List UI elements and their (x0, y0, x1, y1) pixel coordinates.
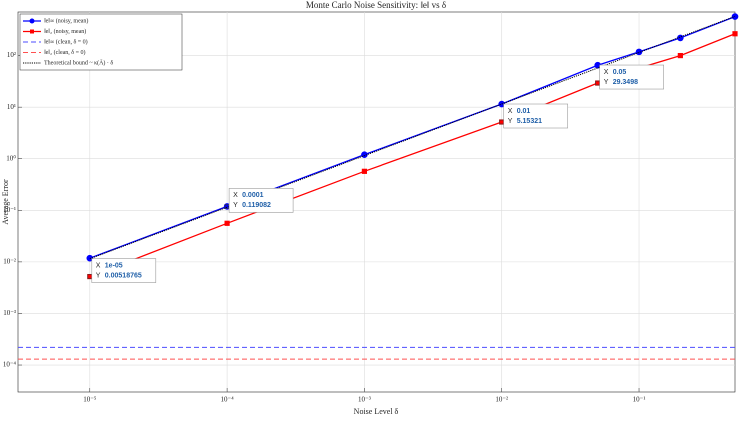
marker (677, 34, 684, 42)
datatip-value: 0.01 (517, 108, 531, 115)
datatip-key: X (96, 262, 101, 269)
y-tick-label: 10² (7, 51, 16, 59)
datatip-key: Y (604, 79, 609, 86)
marker (499, 119, 505, 125)
marker (595, 80, 601, 86)
datatip-value: 0.119082 (242, 202, 271, 209)
datatip: X 0.0001 Y 0.119082 (224, 188, 294, 213)
y-tick-label: 10¹ (7, 103, 16, 111)
y-axis-label: Average Error (1, 179, 10, 225)
marker (361, 168, 368, 174)
legend-box (19, 13, 183, 71)
datatip-box (599, 64, 664, 90)
x-tick-label: 10⁻⁵ (83, 396, 97, 404)
x-tick-label: 10⁻¹ (633, 396, 646, 404)
legend-label: Theoretical bound ~ κ(Ā) · δ (44, 59, 113, 66)
y-tick-label: 10⁻¹ (3, 206, 16, 214)
datatip-key: Y (508, 118, 513, 125)
datatip-value: 0.0001 (242, 192, 264, 199)
datatip-box (91, 258, 157, 283)
legend-label: ‖e‖₂ (clean, δ = 0) (44, 49, 86, 56)
legend-label: ‖e‖∞ (noisy, mean) (44, 17, 88, 24)
datatip: X 0.05 Y 29.3498 (595, 64, 664, 90)
datatip-value: 29.3498 (613, 79, 638, 86)
y-tick-label: 10⁻⁴ (3, 361, 17, 369)
marker (677, 52, 683, 59)
x-tick-label: 10⁻³ (358, 396, 371, 404)
legend-marker (29, 18, 35, 24)
x-axis-label: Noise Level δ (354, 407, 399, 416)
datatip-value: 1e-05 (105, 262, 123, 269)
series-line (89, 33, 736, 278)
marker (86, 254, 94, 262)
marker (223, 203, 231, 210)
y-tick-label: 10⁻³ (3, 309, 16, 317)
datatip-value: 5.15321 (517, 118, 542, 125)
datatip-key: X (508, 108, 513, 115)
chart-title: Monte Carlo Noise Sensitivity: ‖e‖ vs δ (306, 0, 446, 10)
datatip-box (228, 188, 294, 213)
marker (732, 31, 738, 37)
datatip-key: X (233, 192, 238, 199)
datatip-value: 0.05 (613, 69, 627, 76)
x-tick-label: 10⁻⁴ (221, 396, 235, 404)
datatip-key: X (604, 69, 609, 76)
legend-label: ‖e‖∞ (clean, δ = 0) (44, 38, 88, 45)
legend-marker (30, 29, 34, 34)
marker (635, 48, 643, 56)
datatip-key: Y (233, 202, 238, 209)
legend-label: ‖e‖₂ (noisy, mean) (44, 28, 86, 35)
datatip-box (503, 103, 569, 129)
y-tick-label: 10⁰ (6, 154, 16, 162)
y-tick-label: 10⁻² (3, 257, 16, 265)
x-tick-label: 10⁻² (495, 396, 508, 404)
marker (224, 220, 230, 226)
datatip-value: 0.00518765 (105, 272, 142, 279)
marker (87, 273, 93, 280)
datatip: X 1e-05 Y 0.00518765 (87, 258, 157, 283)
datatip: X 0.01 Y 5.15321 (499, 103, 569, 129)
series-line (89, 15, 736, 260)
legend: ‖e‖∞ (noisy, mean) ‖e‖₂ (noisy, mean) ‖e‖∞… (19, 13, 183, 71)
datatip-key: Y (96, 272, 101, 279)
